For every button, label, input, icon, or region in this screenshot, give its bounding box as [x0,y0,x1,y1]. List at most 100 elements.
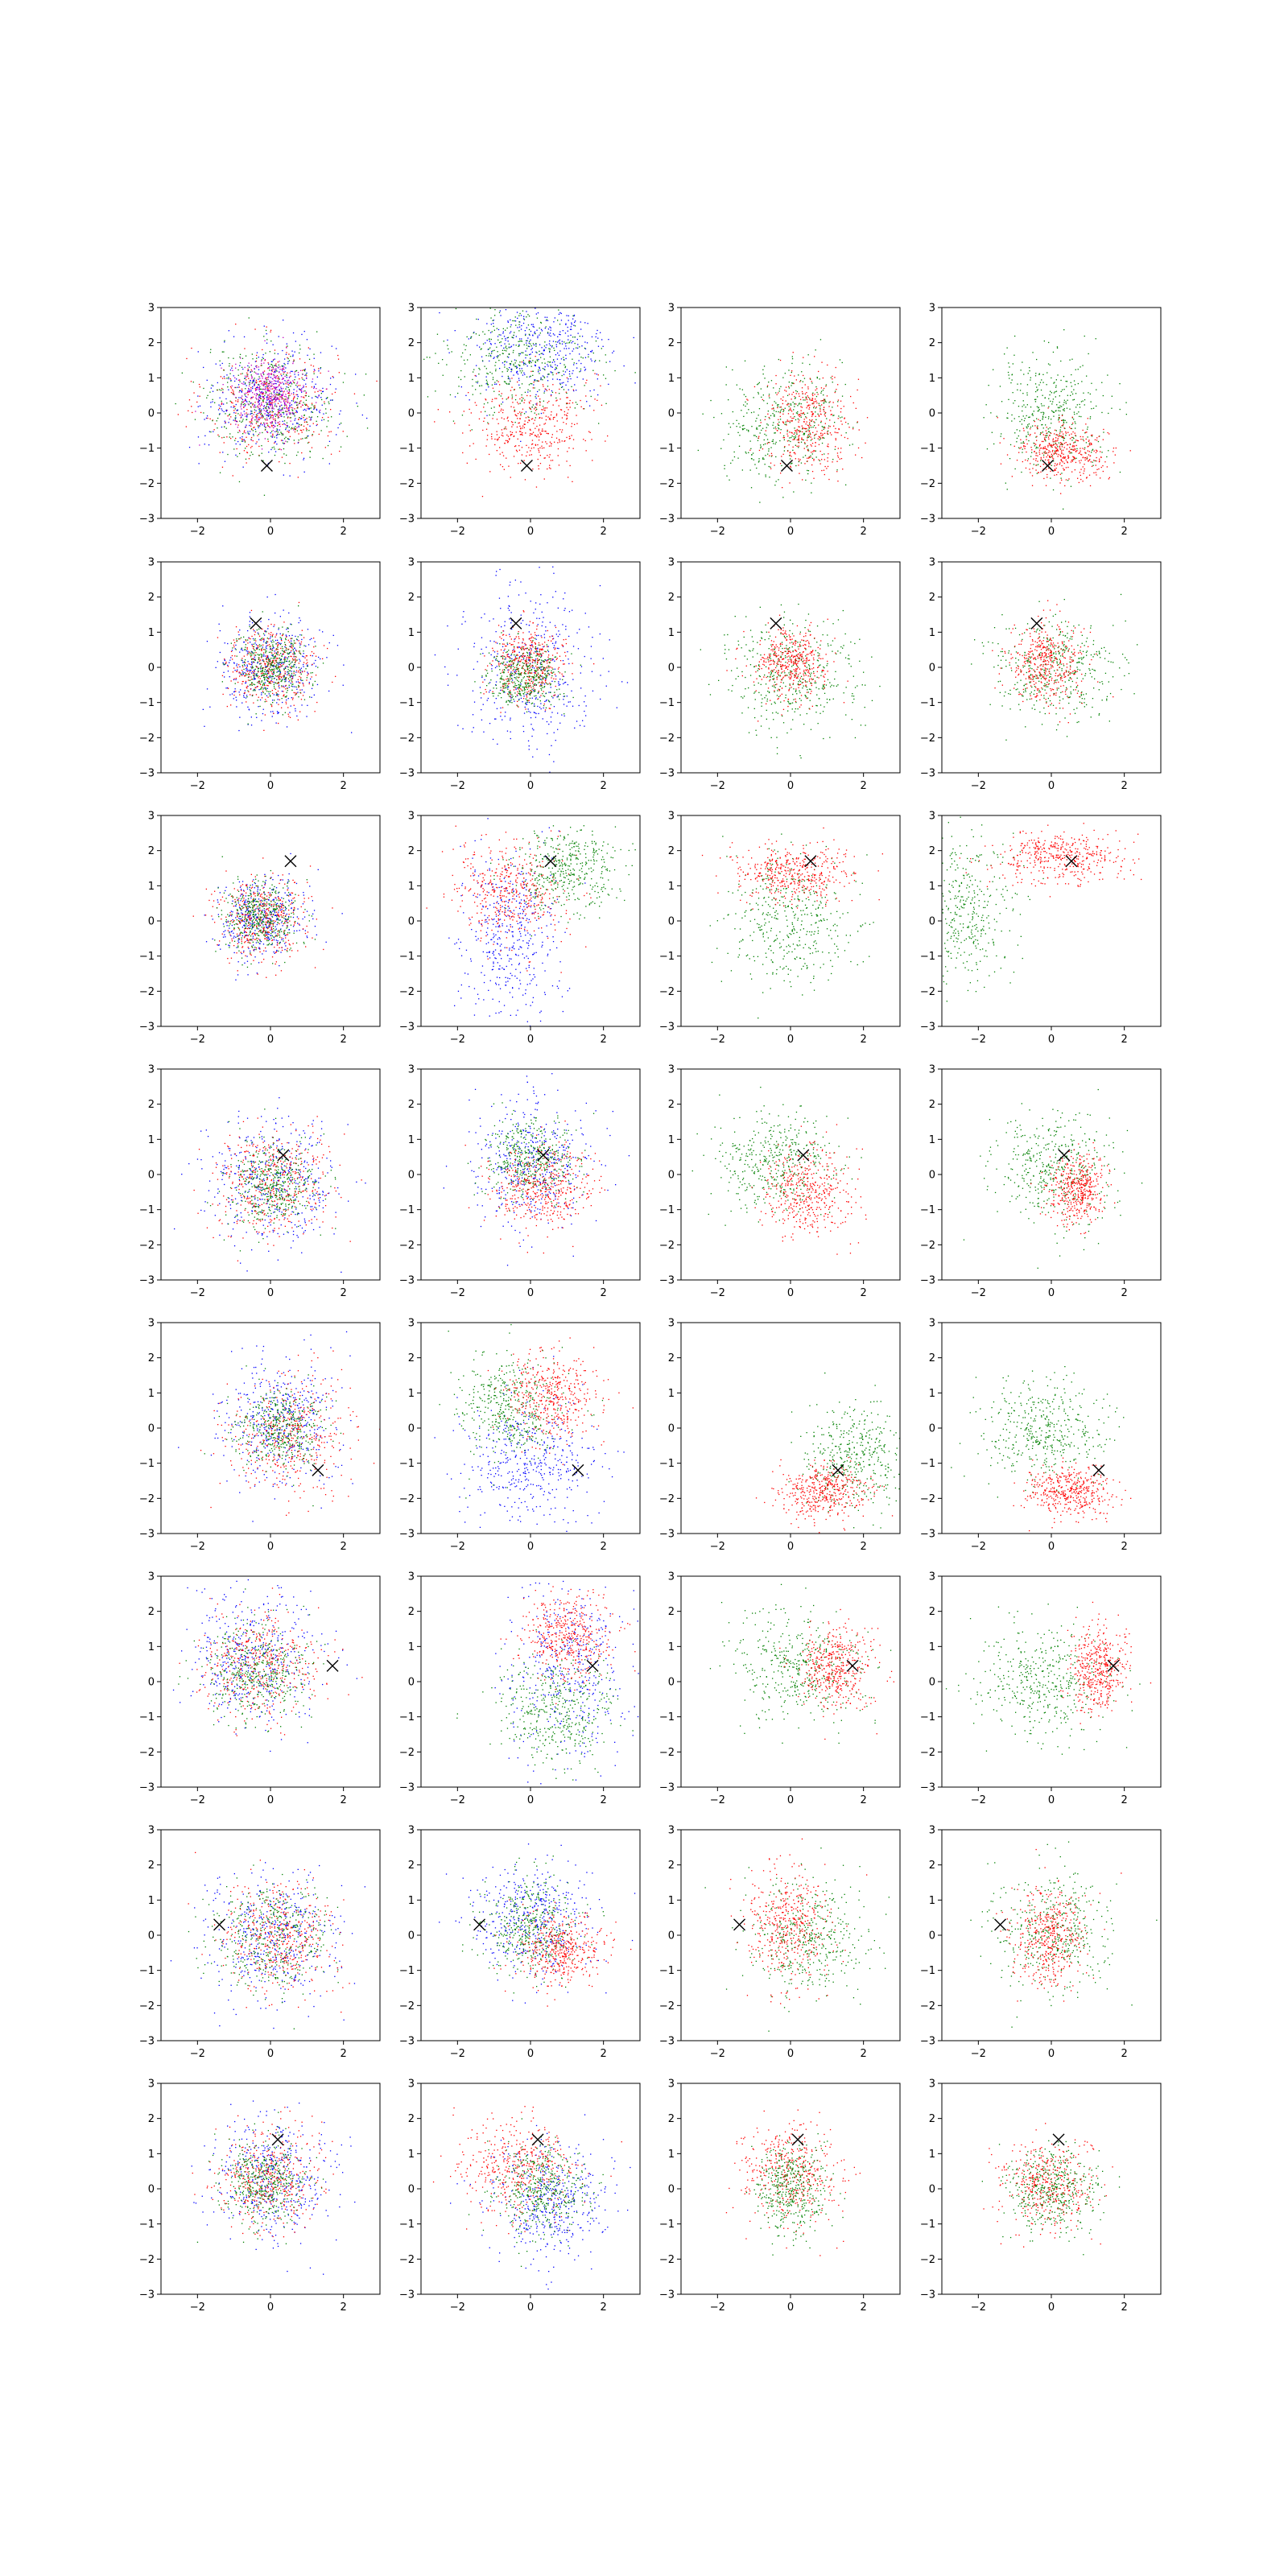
data-point [777,404,778,406]
data-point [796,428,798,431]
data-point [820,387,823,389]
data-point [1032,425,1034,427]
data-point [518,355,520,357]
data-point [1055,410,1057,411]
data-point [275,419,276,421]
data-point [259,380,262,382]
data-point [279,658,282,661]
data-point [509,367,510,369]
data-point [739,435,741,436]
data-point [1036,358,1038,361]
data-point [530,375,531,377]
data-point [836,469,838,471]
data-point [803,421,805,423]
data-point [508,396,510,398]
data-point [244,413,246,415]
data-point [532,404,534,406]
data-point [285,396,287,398]
data-point [221,408,222,410]
data-point [857,421,858,423]
data-point [737,431,739,433]
data-point [215,363,217,365]
data-point [267,424,269,426]
data-point [261,403,262,406]
data-point [1060,390,1062,392]
data-point [829,426,831,427]
data-point [297,372,299,374]
data-point [496,383,497,385]
data-point [551,361,553,363]
data-point [1084,448,1085,450]
data-point [544,362,546,364]
data-point [1031,452,1033,453]
data-point [297,442,299,444]
data-point [794,403,795,405]
data-point [246,385,247,386]
data-point [538,369,539,371]
data-point [289,405,291,407]
data-point [235,403,237,406]
data-point [233,394,235,396]
data-point [791,382,794,384]
data-point [293,412,295,414]
data-point [541,445,543,447]
data-point [569,437,571,440]
data-point [525,357,526,359]
data-point [241,403,242,405]
data-point [537,390,539,393]
data-point [1023,430,1025,431]
data-point [258,387,260,389]
data-point [767,424,769,426]
data-point [515,449,518,451]
data-point [1038,445,1041,447]
data-point [197,351,199,353]
series-green-1 [983,329,1127,510]
data-point [292,354,294,356]
data-point [1034,451,1035,452]
data-point [564,440,566,442]
data-point [266,687,268,689]
data-point [771,455,773,456]
data-point [575,320,576,322]
data-point [1013,354,1015,356]
data-point [1048,435,1051,436]
data-point [282,662,283,663]
data-point [238,634,240,636]
data-point [840,407,842,410]
data-point [523,460,525,461]
data-point [248,389,250,390]
data-point [634,372,636,374]
data-point [542,353,543,354]
data-point [329,399,332,401]
data-point [460,378,462,381]
data-point [553,321,555,323]
data-point [244,348,246,349]
data-point [245,432,246,434]
data-point [524,362,526,364]
data-point [513,337,514,339]
data-point [523,319,526,320]
data-point [748,409,749,411]
data-point [242,466,244,468]
data-point [250,439,252,440]
data-point [330,409,332,411]
data-point [503,469,505,470]
data-point [548,334,550,336]
data-point [279,671,281,674]
data-point [312,423,314,424]
data-point [229,659,231,661]
data-point [297,681,299,683]
data-point [245,398,246,400]
data-point [800,380,802,382]
data-point [555,341,557,343]
data-point [565,345,567,347]
data-point [277,379,279,382]
data-point [1052,351,1055,353]
data-point [812,431,814,433]
data-point [511,431,514,433]
data-point [274,666,275,667]
data-point [249,669,250,671]
data-point [742,428,744,430]
data-point [728,399,729,401]
data-point [268,374,270,376]
